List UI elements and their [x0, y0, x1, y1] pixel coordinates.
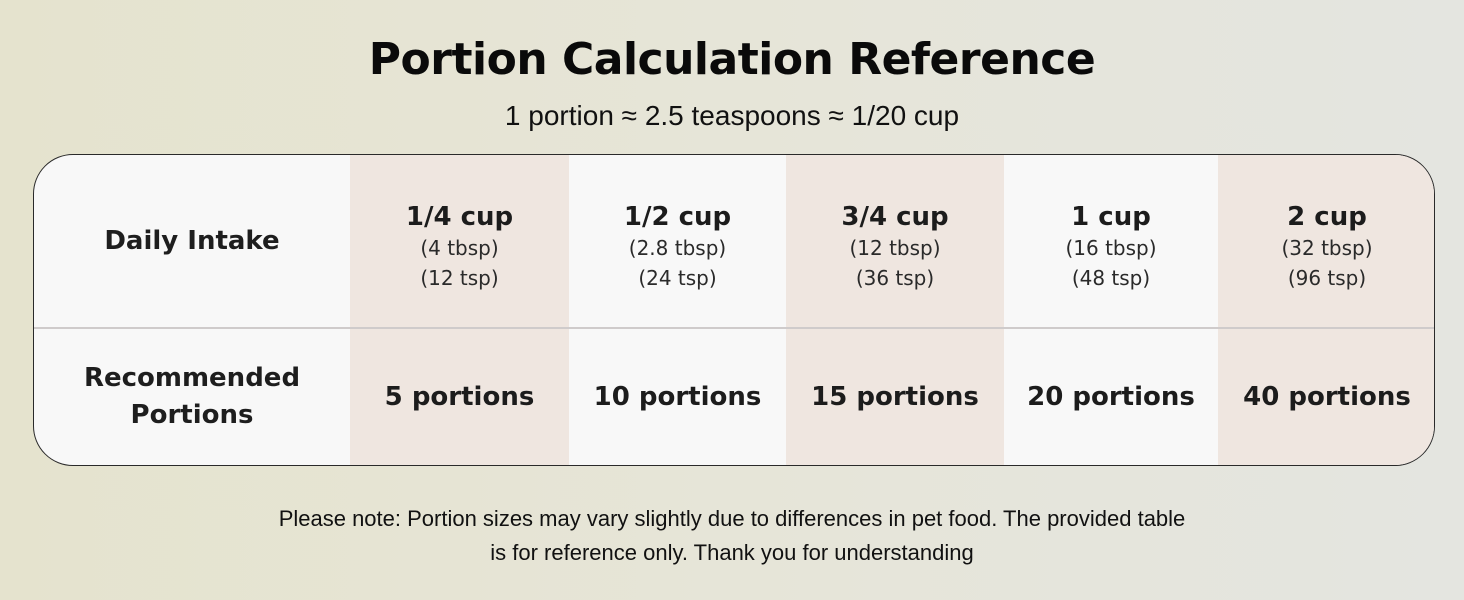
page-subtitle: 1 portion ≈ 2.5 teaspoons ≈ 1/20 cup [504, 100, 960, 131]
portion-value: 5 portions [384, 382, 535, 412]
tbsp-amount: (32 tbsp) [1281, 236, 1373, 260]
column-bg-1 [350, 155, 569, 465]
intake-cell-1: 1/4 cup (4 tbsp) (12 tsp) [350, 155, 569, 327]
portion-cell-1: 5 portions [350, 329, 569, 465]
recommended-label-line1: Recommended [83, 363, 301, 393]
intake-cell-3: 3/4 cup (12 tbsp) (36 tsp) [786, 155, 1004, 327]
tbsp-amount: (4 tbsp) [420, 236, 499, 260]
tbsp-amount: (16 tbsp) [1065, 236, 1157, 260]
tsp-amount: (12 tsp) [420, 266, 499, 290]
recommended-label-line2: Portions [130, 400, 254, 430]
cup-amount: 2 cup [1287, 202, 1367, 232]
disclaimer-line2: is for reference only. Thank you for und… [490, 540, 974, 565]
column-bg-5 [1218, 155, 1434, 465]
tsp-amount: (24 tsp) [638, 266, 717, 290]
disclaimer-line1: Please note: Portion sizes may vary slig… [278, 506, 1186, 531]
portion-cell-2: 10 portions [569, 329, 786, 465]
portion-value: 15 portions [811, 382, 979, 412]
column-bg-3 [786, 155, 1004, 465]
cup-amount: 1/2 cup [623, 202, 732, 232]
page-title: Portion Calculation Reference [368, 34, 1096, 85]
daily-intake-label: Daily Intake [104, 225, 280, 256]
cup-amount: 1 cup [1071, 202, 1151, 232]
intake-cell-2: 1/2 cup (2.8 tbsp) (24 tsp) [569, 155, 786, 327]
tbsp-amount: (12 tbsp) [849, 236, 941, 260]
portion-cell-3: 15 portions [786, 329, 1004, 465]
tsp-amount: (96 tsp) [1287, 266, 1367, 290]
portion-cell-5: 40 portions [1218, 329, 1434, 465]
portion-cell-4: 20 portions [1004, 329, 1218, 465]
recommended-portions-header: Recommended Portions [34, 329, 350, 465]
portion-value: 10 portions [593, 382, 762, 412]
cup-amount: 3/4 cup [841, 202, 949, 232]
tbsp-amount: (2.8 tbsp) [628, 236, 727, 260]
row-divider [34, 327, 1434, 329]
cup-amount: 1/4 cup [405, 202, 514, 232]
daily-intake-header: Daily Intake [34, 155, 350, 327]
tsp-amount: (36 tsp) [855, 266, 935, 290]
tsp-amount: (48 tsp) [1071, 266, 1151, 290]
intake-cell-4: 1 cup (16 tbsp) (48 tsp) [1004, 155, 1218, 327]
intake-cell-5: 2 cup (32 tbsp) (96 tsp) [1218, 155, 1434, 327]
portion-table: Daily Intake 1/4 cup (4 tbsp) (12 tsp) 1… [33, 154, 1435, 466]
disclaimer-note: Please note: Portion sizes may vary slig… [0, 502, 1464, 570]
portion-value: 40 portions [1243, 382, 1411, 412]
portion-value: 20 portions [1027, 382, 1195, 412]
